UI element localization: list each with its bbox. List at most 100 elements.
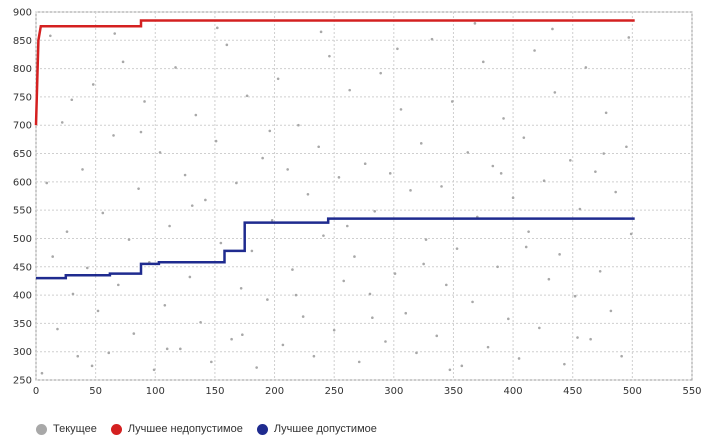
scatter-point-current	[440, 185, 443, 188]
y-tick-label: 600	[13, 177, 32, 188]
scatter-point-current	[558, 253, 561, 256]
scatter-point-current	[473, 22, 477, 25]
scatter-point-current	[230, 337, 233, 341]
scatter-point-current	[450, 100, 454, 103]
scatter-point-current	[629, 232, 633, 236]
legend-marker-best-feasible	[256, 423, 268, 435]
scatter-point-current	[90, 364, 94, 368]
scatter-point-current	[499, 172, 503, 175]
scatter-point-current	[56, 327, 59, 331]
scatter-point-current	[190, 204, 194, 207]
scatter-point-current	[466, 151, 470, 154]
scatter-point-current	[245, 94, 249, 98]
scatter-point-current	[85, 266, 89, 270]
x-tick-label: 150	[205, 386, 224, 397]
scatter-point-current	[547, 277, 551, 281]
scatter-point-current	[424, 238, 428, 241]
scatter-point-current	[276, 77, 280, 81]
scatter-point-current	[337, 176, 341, 179]
legend: Текущее Лучшее недопустимое Лучшее допус…	[36, 420, 391, 438]
y-tick-label: 800	[13, 64, 32, 75]
scatter-point-current	[522, 136, 526, 139]
y-tick-label: 550	[13, 206, 32, 217]
scatter-point-current	[70, 98, 74, 102]
scatter-point-current	[116, 283, 120, 287]
scatter-point-current	[471, 300, 474, 304]
scatter-point-current	[576, 336, 579, 339]
scatter-point-current	[625, 145, 628, 149]
scatter-point-current	[379, 71, 382, 75]
scatter-point-current	[71, 292, 75, 296]
scatter-point-current	[60, 121, 64, 124]
scatter-point-current	[551, 27, 554, 31]
scatter-point-current	[322, 234, 325, 237]
scatter-point-current	[241, 333, 244, 337]
scatter-point-current	[342, 279, 346, 283]
legend-label-current: Текущее	[53, 423, 97, 435]
y-tick-label: 850	[13, 36, 32, 47]
scatter-point-current	[363, 162, 367, 166]
scatter-point-current	[91, 83, 95, 86]
scatter-point-current	[409, 189, 412, 192]
scatter-point-current	[235, 181, 238, 185]
x-tick-label: 550	[682, 386, 701, 397]
y-tick-label: 700	[13, 121, 32, 132]
scatter-point-current	[165, 347, 169, 351]
scatter-point-current	[371, 316, 374, 320]
scatter-point-current	[620, 354, 623, 358]
scatter-point-current	[328, 54, 331, 58]
scatter-point-current	[496, 265, 499, 269]
scatter-point-current	[214, 139, 218, 143]
scatter-point-current	[127, 238, 131, 241]
scatter-point-current	[179, 347, 182, 351]
scatter-point-current	[444, 283, 448, 287]
scatter-point-current	[524, 245, 528, 249]
scatter-point-current	[319, 30, 323, 34]
x-tick-label: 300	[384, 386, 403, 397]
scatter-point-current	[396, 47, 399, 51]
scatter-point-current	[194, 113, 198, 117]
scatter-point-current	[199, 320, 202, 324]
scatter-point-current	[139, 130, 143, 134]
scatter-point-current	[163, 303, 167, 307]
x-tick-label: 0	[33, 386, 39, 397]
scatter-point-current	[346, 224, 349, 228]
x-tick-label: 200	[265, 386, 284, 397]
scatter-point-current	[460, 364, 464, 368]
scatter-point-current	[81, 168, 84, 171]
scatter-point-current	[51, 255, 54, 258]
scatter-point-current	[137, 187, 140, 190]
scatter-point-current	[188, 275, 192, 279]
scatter-point-current	[348, 88, 351, 92]
y-tick-label: 250	[13, 376, 32, 387]
scatter-point-current	[286, 168, 289, 171]
scatter-point-current	[435, 334, 439, 338]
scatter-point-current	[101, 211, 105, 215]
scatter-point-current	[481, 60, 485, 64]
scatter-point-current	[281, 343, 285, 347]
scatter-point-current	[614, 190, 617, 194]
x-tick-label: 450	[563, 386, 582, 397]
scatter-point-current	[268, 129, 272, 133]
scatter-point-current	[168, 224, 171, 228]
y-tick-label: 400	[13, 291, 32, 302]
scatter-point-current	[312, 354, 316, 358]
scatter-point-current	[112, 134, 115, 137]
legend-marker-best-infeasible	[110, 423, 122, 435]
scatter-point-current	[49, 34, 52, 38]
scatter-point-current	[158, 151, 162, 154]
scatter-point-current	[270, 219, 274, 222]
legend-item-best-infeasible: Лучшее недопустимое	[110, 423, 243, 435]
x-tick-label: 250	[325, 386, 344, 397]
scatter-point-current	[584, 66, 588, 69]
scatter-point-current	[563, 362, 566, 366]
scatter-point-current	[294, 293, 298, 297]
scatter-point-current	[291, 268, 294, 271]
y-tick-label: 500	[13, 234, 32, 245]
legend-item-current: Текущее	[36, 423, 97, 435]
x-tick-label: 50	[89, 386, 102, 397]
scatter-point-current	[598, 269, 602, 273]
scatter-point-current	[96, 309, 100, 313]
scatter-point-current	[121, 60, 125, 64]
